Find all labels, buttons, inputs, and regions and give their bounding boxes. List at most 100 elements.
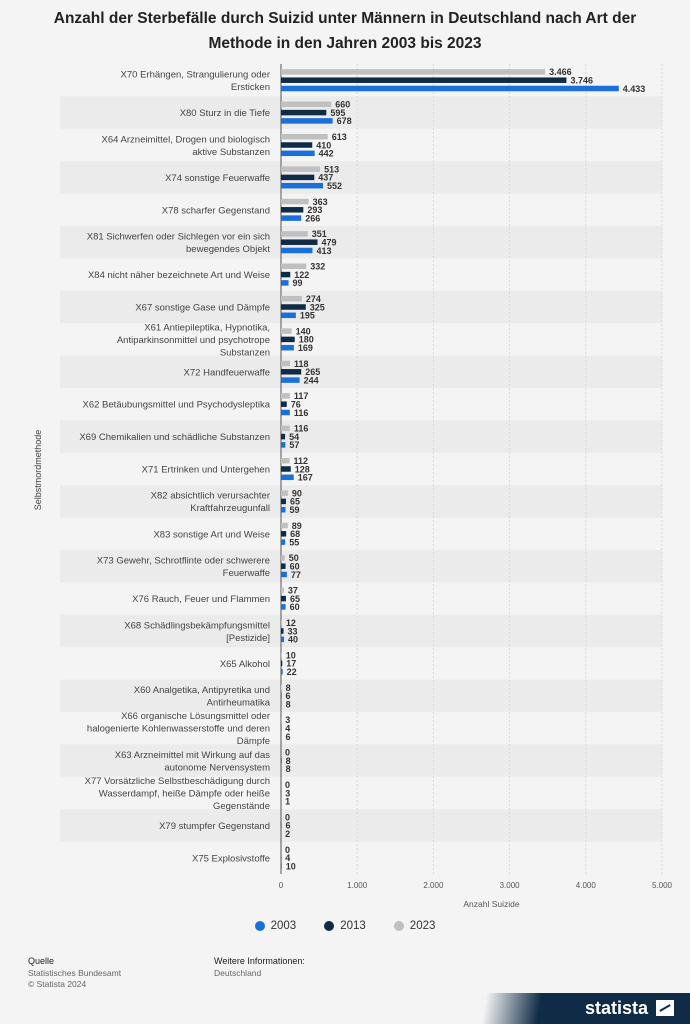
bar-2013 <box>281 369 302 375</box>
bar-2023 <box>281 393 290 399</box>
data-label-2023: 3.466 <box>549 67 572 77</box>
data-label-2023: 332 <box>310 262 325 272</box>
bar-2003 <box>281 118 333 124</box>
bar-2013 <box>281 628 284 634</box>
row-band <box>60 550 662 583</box>
legend: 2003 2013 2023 <box>0 920 690 932</box>
bar-2003 <box>281 247 313 254</box>
source-text[interactable]: Statistisches Bundesamt <box>28 967 122 978</box>
category-label: X72 Handfeuerwaffe <box>184 367 270 378</box>
data-label-2003: 99 <box>293 278 303 288</box>
bar-2003 <box>281 539 286 545</box>
data-label-2023: 660 <box>335 100 350 110</box>
row-band <box>60 290 662 324</box>
data-label-2023: 89 <box>292 521 302 531</box>
bar-2023 <box>281 295 302 302</box>
bar-2003 <box>281 280 289 286</box>
data-label-2023: 90 <box>292 488 302 498</box>
data-label-2003: 8 <box>286 764 291 774</box>
data-label-2013: 54 <box>289 432 299 442</box>
legend-label-2023: 2023 <box>409 920 436 932</box>
bar-2023 <box>281 490 288 496</box>
row-band <box>60 161 662 194</box>
data-label-2023: 8 <box>286 683 291 693</box>
legend-label-2003: 2003 <box>270 920 297 932</box>
bar-2003 <box>281 312 296 319</box>
category-label: X64 Arzneimittel, Drogen und biologisch a… <box>102 134 270 158</box>
data-label-2013: 33 <box>288 626 298 636</box>
data-label-2003: 55 <box>289 537 299 547</box>
legend-item-2013[interactable]: 2013 <box>324 920 366 932</box>
bar-2013 <box>281 207 304 213</box>
category-label: X75 Explosivstoffe <box>192 853 270 864</box>
data-label-2013: 3.746 <box>570 76 593 86</box>
bar-2003 <box>281 344 294 351</box>
bar-2003 <box>281 442 286 448</box>
data-label-2013: 65 <box>290 594 300 604</box>
bar-2013 <box>281 239 318 245</box>
bar-2003 <box>281 506 286 513</box>
category-label: X60 Analgetika, Antipyretika und Antirheu… <box>134 685 271 709</box>
data-label-2003: 77 <box>291 570 301 580</box>
data-label-2013: 479 <box>321 238 336 248</box>
legend-label-2013: 2013 <box>340 920 366 932</box>
source-block: Quelle Statistisches Bundesamt © Statist… <box>28 956 121 991</box>
x-tick-label: 0 <box>279 881 284 890</box>
x-tick-label: 3.000 <box>500 881 521 890</box>
data-label-2023: 117 <box>294 391 309 401</box>
statista-logo[interactable]: statista <box>585 995 674 1021</box>
bar-2003 <box>281 409 290 416</box>
bar-2013 <box>281 77 567 83</box>
row-band <box>60 355 662 388</box>
category-label: X70 Erhängen, Strangulierung oder Erstick… <box>121 69 270 93</box>
category-label: X68 Schädlingsbekämpfungsmittel [Pestizid… <box>124 620 270 644</box>
row-band <box>60 226 662 259</box>
data-label-2023: 118 <box>294 359 309 369</box>
bar-2013 <box>281 498 286 505</box>
data-label-2023: 274 <box>306 294 321 304</box>
data-label-2023: 0 <box>285 812 290 822</box>
data-label-2003: 195 <box>300 311 315 321</box>
chart-title: Anzahl der Sterbefälle durch Suizid unte… <box>53 10 637 52</box>
legend-item-2023[interactable]: 2023 <box>393 920 436 932</box>
x-tick-label: 5.000 <box>652 881 673 890</box>
bar-2023 <box>281 425 290 432</box>
legend-item-2003[interactable]: 2003 <box>254 920 297 932</box>
legend-swatch-2003 <box>254 921 265 931</box>
data-label-2003: 57 <box>289 440 299 450</box>
bar-2023 <box>281 555 285 561</box>
bar-2003 <box>281 571 287 578</box>
bar-2003 <box>281 701 282 707</box>
category-label: X79 stumpfer Gegenstand <box>159 821 270 832</box>
bar-2013 <box>281 174 315 181</box>
legend-swatch-2023 <box>393 921 404 931</box>
data-label-2013: 4 <box>285 724 290 734</box>
bar-2013 <box>281 757 282 764</box>
data-label-2013: 17 <box>286 659 296 669</box>
data-label-2003: 244 <box>304 375 319 385</box>
bar-2023 <box>281 231 308 237</box>
data-label-2023: 140 <box>296 326 311 336</box>
data-label-2013: 6 <box>285 821 290 831</box>
bar-2023 <box>281 457 290 464</box>
data-label-2013: 437 <box>318 173 333 183</box>
brand-name: statista <box>584 997 648 1018</box>
bar-2023 <box>281 69 546 75</box>
data-label-2003: 442 <box>319 149 334 159</box>
data-label-2023: 10 <box>286 650 296 660</box>
data-label-2013: 180 <box>299 335 314 345</box>
data-label-2003: 22 <box>287 667 297 677</box>
x-tick-label: 1.000 <box>347 881 368 890</box>
data-label-2013: 60 <box>290 562 300 572</box>
bar-2023 <box>281 619 282 626</box>
data-label-2023: 0 <box>285 845 290 855</box>
data-label-2013: 8 <box>286 756 291 766</box>
data-label-2003: 59 <box>289 505 299 515</box>
copyright-text: © Statista 2024 <box>28 979 87 989</box>
data-label-2023: 3 <box>285 715 290 725</box>
data-label-2013: 128 <box>295 464 310 474</box>
category-label: X62 Betäubungsmittel und Psychodysleptik… <box>83 400 271 411</box>
bar-2003 <box>281 668 283 675</box>
statista-logo-icon <box>656 1000 674 1016</box>
data-label-2013: 76 <box>291 400 301 410</box>
